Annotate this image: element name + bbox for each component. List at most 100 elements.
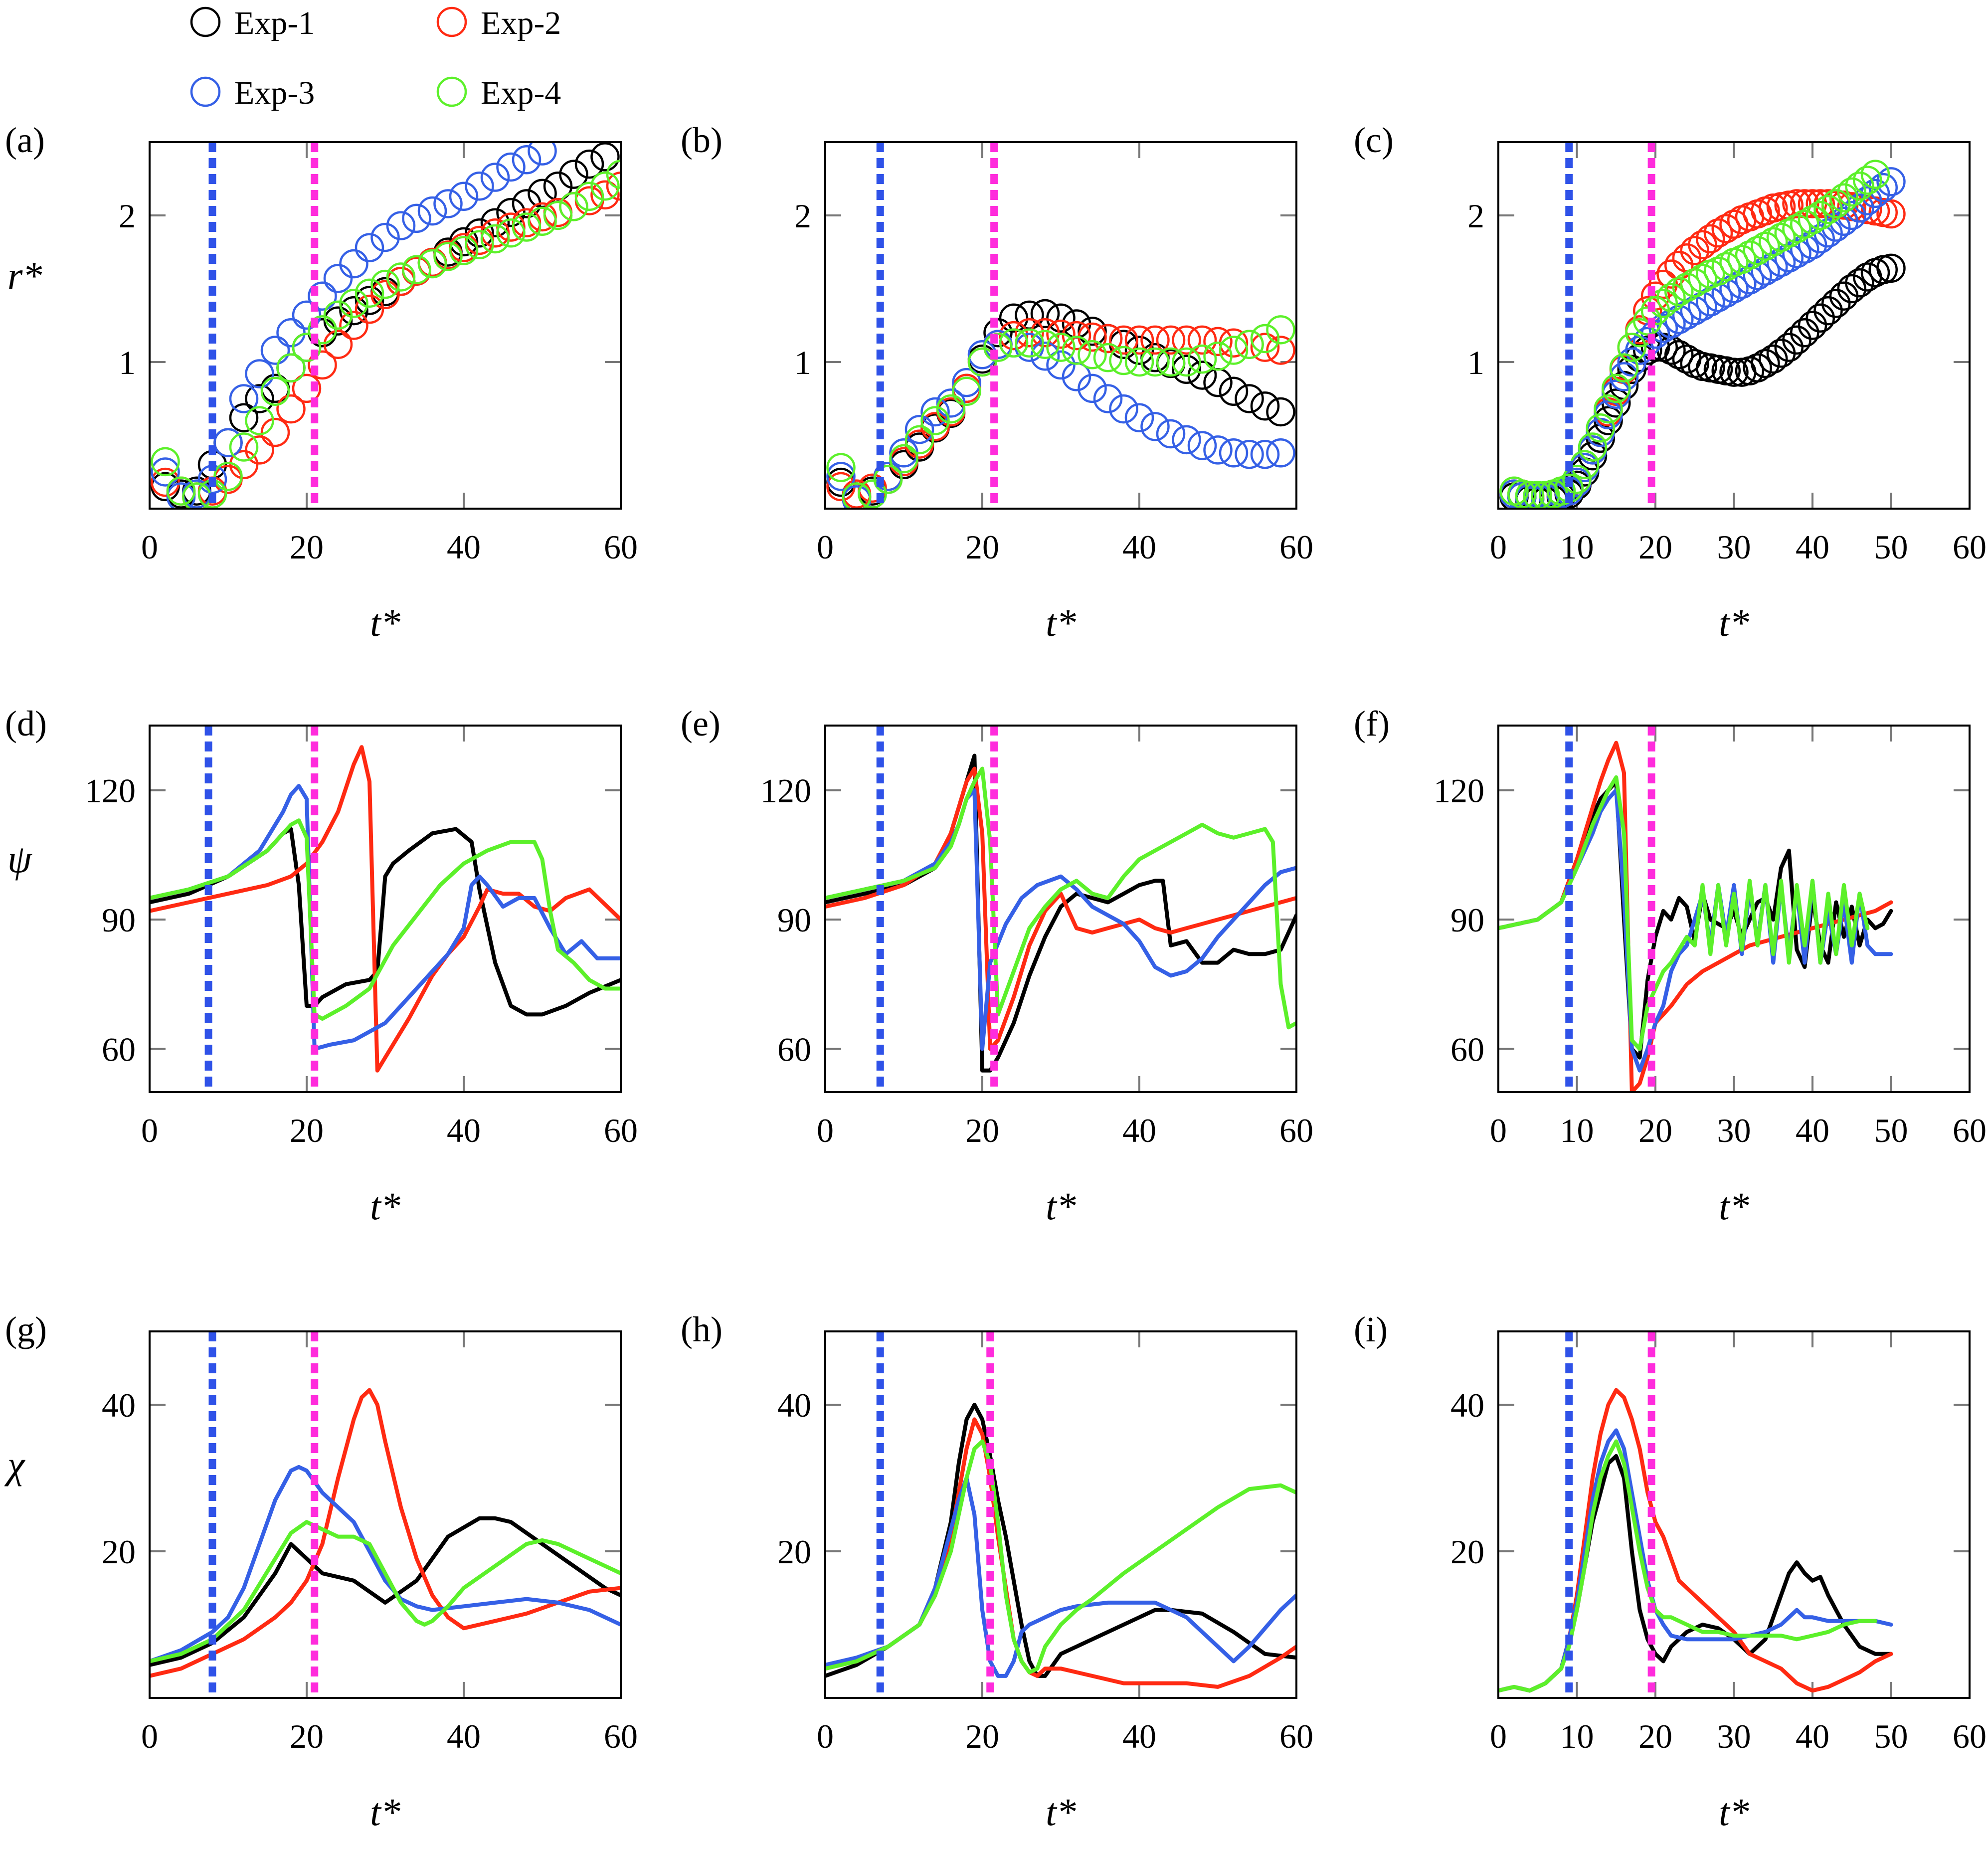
data-point-exp4 bbox=[873, 464, 903, 494]
data-point-exp4 bbox=[1109, 346, 1138, 375]
data-point-exp4 bbox=[1798, 205, 1827, 235]
x-tick-label: 60 bbox=[1279, 1717, 1313, 1755]
data-point-exp3 bbox=[1743, 261, 1772, 290]
data-point-exp3 bbox=[449, 182, 479, 211]
data-point-exp4 bbox=[1203, 341, 1233, 371]
data-point-exp1 bbox=[480, 208, 510, 237]
data-point-exp1 bbox=[1766, 339, 1796, 368]
data-point-exp1 bbox=[229, 403, 259, 432]
panel-label: (e) bbox=[681, 704, 721, 743]
data-point-exp2 bbox=[1711, 214, 1741, 243]
data-point-exp3 bbox=[417, 196, 447, 226]
x-tick-label: 20 bbox=[1638, 1112, 1672, 1149]
data-point-exp2 bbox=[1172, 325, 1201, 355]
data-point-exp4 bbox=[1703, 256, 1733, 286]
data-point-exp3 bbox=[952, 368, 981, 397]
data-point-exp4 bbox=[1078, 340, 1107, 370]
data-point-exp4 bbox=[1030, 330, 1060, 359]
data-point-exp3 bbox=[1219, 438, 1249, 468]
data-point-exp4 bbox=[574, 182, 604, 211]
x-axis-title: t* bbox=[1046, 1184, 1076, 1228]
data-point-exp4 bbox=[1829, 183, 1859, 212]
plot-frame bbox=[824, 1330, 1297, 1699]
data-point-exp4 bbox=[339, 289, 368, 318]
y-tick-label: 20 bbox=[102, 1533, 136, 1571]
data-point-exp3 bbox=[512, 145, 542, 175]
data-point-exp3 bbox=[213, 428, 243, 457]
x-tick-label: 0 bbox=[1490, 1717, 1507, 1755]
data-point-exp2 bbox=[339, 311, 368, 340]
panel-label: (b) bbox=[681, 120, 723, 160]
data-point-exp4 bbox=[433, 242, 463, 271]
data-point-exp3 bbox=[1093, 384, 1123, 413]
data-point-exp1 bbox=[323, 306, 353, 336]
data-point-exp3 bbox=[1727, 269, 1757, 299]
x-tick-label: 0 bbox=[817, 528, 834, 566]
x-tick-label: 0 bbox=[141, 528, 158, 566]
data-point-exp4 bbox=[449, 236, 479, 265]
data-point-exp2 bbox=[999, 321, 1029, 351]
data-point-exp2 bbox=[1062, 321, 1091, 351]
data-point-exp2 bbox=[229, 450, 259, 480]
data-point-exp4 bbox=[1093, 343, 1123, 372]
data-point-exp3 bbox=[1602, 379, 1631, 409]
data-point-exp4 bbox=[1759, 227, 1788, 257]
x-tick-label: 60 bbox=[604, 528, 638, 566]
data-point-exp3 bbox=[1782, 239, 1811, 268]
data-point-exp3 bbox=[1266, 438, 1295, 468]
data-point-exp3 bbox=[276, 318, 306, 348]
data-point-exp4 bbox=[355, 278, 384, 308]
x-tick-label: 50 bbox=[1874, 1112, 1908, 1149]
data-point-exp4 bbox=[967, 347, 997, 377]
x-tick-label: 60 bbox=[604, 1717, 638, 1755]
data-point-exp1 bbox=[1219, 376, 1249, 406]
x-tick-label: 0 bbox=[1490, 1112, 1507, 1149]
series-line-exp4 bbox=[150, 818, 621, 1021]
data-point-exp4 bbox=[151, 447, 180, 477]
data-point-exp3 bbox=[1250, 439, 1280, 469]
data-point-exp4 bbox=[1751, 231, 1780, 261]
x-tick-label: 0 bbox=[817, 1112, 834, 1149]
data-point-exp4 bbox=[826, 453, 856, 482]
plot-area bbox=[1499, 160, 1906, 509]
series-line-exp2 bbox=[150, 1388, 621, 1678]
plot-frame bbox=[1497, 141, 1971, 510]
x-tick-label: 40 bbox=[447, 1112, 481, 1149]
plot-area bbox=[1498, 1388, 1893, 1693]
data-point-exp4 bbox=[606, 160, 621, 189]
legend-label-exp2: Exp-2 bbox=[481, 5, 561, 41]
data-point-exp4 bbox=[1790, 209, 1819, 239]
series-line-exp4 bbox=[825, 766, 1296, 1030]
data-point-exp4 bbox=[1633, 306, 1662, 336]
panel-label: (d) bbox=[5, 704, 47, 743]
data-point-exp1 bbox=[1664, 340, 1694, 370]
plot-frame bbox=[149, 725, 622, 1093]
data-point-exp3 bbox=[1203, 435, 1233, 465]
x-tick-label: 60 bbox=[1279, 1112, 1313, 1149]
series-line-exp2 bbox=[150, 745, 621, 1073]
x-tick-label: 40 bbox=[1796, 528, 1829, 566]
y-tick-label: 1 bbox=[1467, 344, 1484, 381]
y-axis-title: χ bbox=[4, 1443, 25, 1486]
data-point-exp1 bbox=[559, 160, 588, 189]
data-point-exp4 bbox=[1187, 344, 1217, 374]
data-point-exp4 bbox=[1774, 218, 1804, 248]
x-tick-label: 20 bbox=[1638, 1717, 1672, 1755]
data-point-exp4 bbox=[308, 315, 337, 345]
data-point-exp4 bbox=[402, 255, 431, 285]
plot-frame bbox=[149, 1330, 622, 1699]
data-point-exp4 bbox=[323, 300, 353, 330]
data-point-exp2 bbox=[1156, 325, 1186, 355]
panel-i: (i) 0 10 20 30 40 50 60 20 40 t* bbox=[1354, 1309, 1987, 1834]
x-axis-title: t* bbox=[1046, 601, 1076, 644]
series-line-exp1 bbox=[150, 827, 621, 1017]
y-tick-label: 40 bbox=[777, 1386, 811, 1424]
data-point-exp4 bbox=[465, 230, 494, 260]
data-point-exp4 bbox=[1156, 347, 1186, 377]
data-point-exp1 bbox=[1203, 368, 1233, 397]
plot-area bbox=[825, 753, 1296, 1073]
y-tick-label: 20 bbox=[777, 1533, 811, 1571]
panel-h: (h) 0 20 40 60 20 40 t* bbox=[681, 1309, 1313, 1834]
data-point-exp3 bbox=[1046, 350, 1076, 380]
